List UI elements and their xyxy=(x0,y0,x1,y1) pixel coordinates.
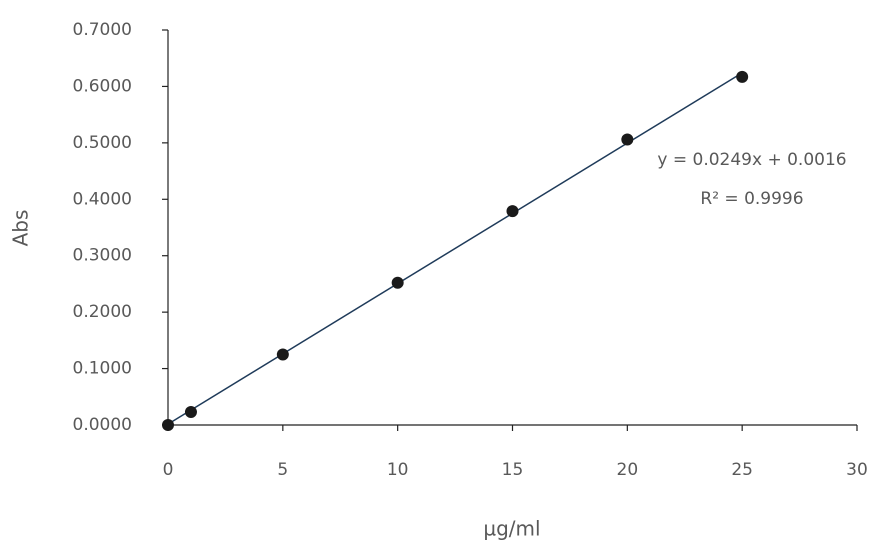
y-axis-title: Abs xyxy=(9,210,33,247)
x-tick-label: 20 xyxy=(617,460,639,480)
data-point xyxy=(507,205,519,217)
r-squared: R² = 0.9996 xyxy=(700,189,803,209)
x-tick-label: 10 xyxy=(387,460,409,480)
trendline-equation: y = 0.0249x + 0.0016 xyxy=(657,150,846,170)
y-tick-label: 0.2000 xyxy=(73,302,132,322)
chart: Abs µg/ml y = 0.0249x + 0.0016 R² = 0.99… xyxy=(0,0,872,546)
x-tick-label: 25 xyxy=(731,460,753,480)
data-point xyxy=(277,348,289,360)
y-tick-label: 0.1000 xyxy=(73,359,132,379)
x-tick-label: 15 xyxy=(502,460,524,480)
x-tick-label: 5 xyxy=(277,460,288,480)
y-tick-label: 0.5000 xyxy=(73,133,132,153)
x-tick-label: 30 xyxy=(846,460,868,480)
trendline xyxy=(168,73,742,424)
data-point xyxy=(621,133,633,145)
y-tick-label: 0.4000 xyxy=(73,189,132,209)
data-point xyxy=(162,419,174,431)
data-point xyxy=(736,71,748,83)
y-tick-label: 0.7000 xyxy=(73,20,132,40)
data-point xyxy=(185,406,197,418)
x-tick-label: 0 xyxy=(163,460,174,480)
y-tick-label: 0.3000 xyxy=(73,246,132,266)
y-tick-label: 0.0000 xyxy=(73,415,132,435)
data-point xyxy=(392,277,404,289)
y-tick-label: 0.6000 xyxy=(73,76,132,96)
x-axis-title: µg/ml xyxy=(483,517,540,541)
